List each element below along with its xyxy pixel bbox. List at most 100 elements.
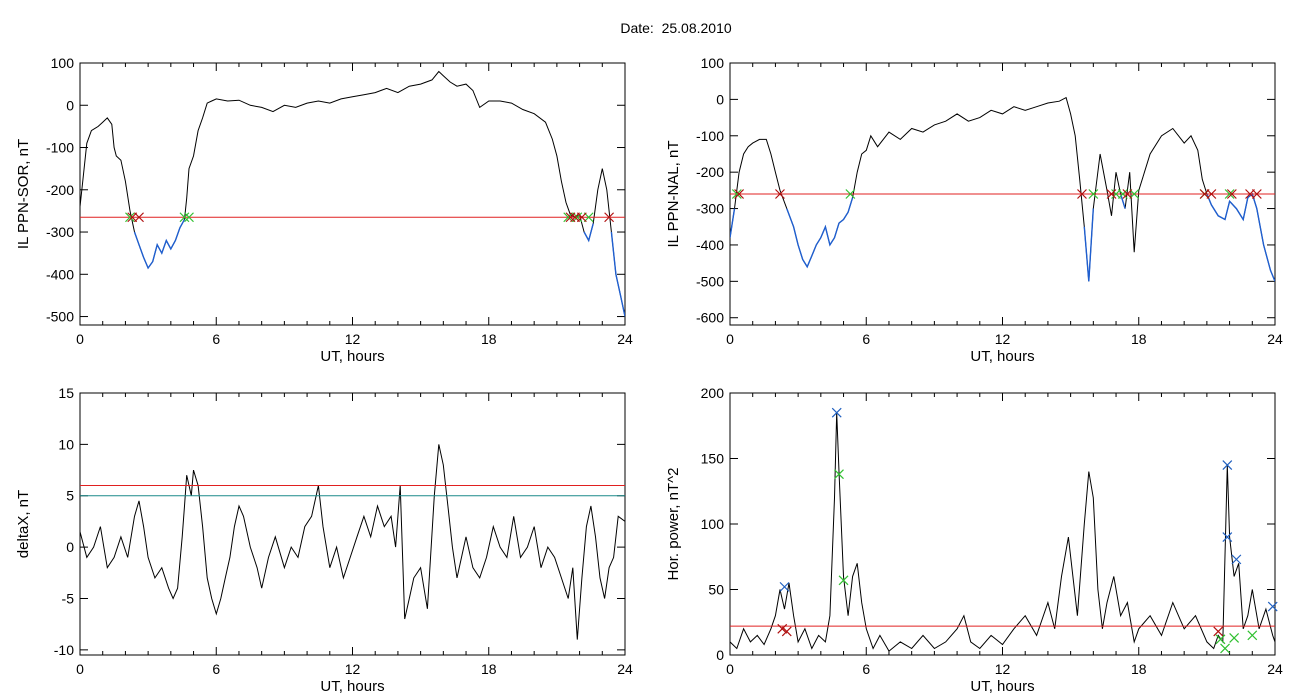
y-tick-label: 0 bbox=[66, 97, 74, 113]
x-tick-label: 6 bbox=[862, 661, 870, 677]
marker-green bbox=[125, 212, 135, 223]
x-tick-label: 24 bbox=[617, 331, 633, 347]
y-tick-label: 100 bbox=[701, 516, 725, 532]
x-tick-label: 6 bbox=[212, 331, 220, 347]
plot-frame bbox=[729, 392, 1276, 656]
chart-panel-2: 0 6 12 18 24 -10 -5 0 5 10 15 UT, hours deltaX, nT bbox=[15, 385, 633, 695]
below-threshold-segment bbox=[610, 231, 625, 317]
x-tick-label: 0 bbox=[76, 331, 84, 347]
x-tick-label: 12 bbox=[345, 331, 361, 347]
marker-blue bbox=[1267, 601, 1278, 612]
marker-red bbox=[1213, 626, 1224, 637]
marker-green bbox=[834, 469, 844, 480]
marker-red bbox=[1206, 189, 1217, 199]
below-threshold-segment bbox=[1206, 192, 1275, 282]
marker-red bbox=[775, 189, 785, 199]
marker-green bbox=[731, 189, 742, 199]
marker-red bbox=[1226, 189, 1237, 199]
y-axis-label: deltaX, nT bbox=[15, 490, 32, 558]
y-tick-label: 0 bbox=[66, 539, 74, 555]
marker-red bbox=[734, 189, 745, 199]
y-tick-label: 15 bbox=[58, 385, 74, 401]
page-title: Date: 25.08.2010 bbox=[620, 20, 732, 36]
marker-red bbox=[134, 212, 144, 223]
below-threshold-segment bbox=[1119, 193, 1126, 209]
plot-frame bbox=[79, 62, 626, 326]
marker-red bbox=[565, 212, 576, 223]
x-tick-label: 18 bbox=[1131, 661, 1147, 677]
series-line bbox=[730, 96, 1275, 282]
x-tick-label: 0 bbox=[76, 661, 84, 677]
chart-panel-0: 0 6 12 18 24 -500 -400 -300 -200 -100 0 100 UT, hour… bbox=[15, 55, 633, 365]
y-tick-label: -600 bbox=[696, 310, 724, 326]
marker-blue bbox=[831, 407, 842, 418]
x-axis-label: UT, hours bbox=[320, 678, 384, 695]
x-tick-label: 24 bbox=[1267, 331, 1283, 347]
y-tick-label: 10 bbox=[58, 436, 74, 452]
marker-red bbox=[576, 212, 587, 223]
y-tick-label: -100 bbox=[696, 128, 724, 144]
below-threshold-segment bbox=[583, 223, 594, 243]
y-tick-label: -300 bbox=[46, 224, 74, 240]
marker-green bbox=[845, 189, 856, 199]
x-tick-label: 6 bbox=[212, 661, 220, 677]
marker-green bbox=[184, 212, 194, 223]
marker-red bbox=[604, 212, 615, 223]
y-tick-label: -400 bbox=[46, 266, 74, 282]
x-axis-label: UT, hours bbox=[970, 348, 1034, 365]
series-line bbox=[80, 70, 625, 317]
below-threshold-segment bbox=[1083, 208, 1094, 282]
marker-green bbox=[179, 212, 190, 223]
y-tick-label: -200 bbox=[696, 164, 724, 180]
x-tick-label: 18 bbox=[1131, 331, 1147, 347]
y-tick-label: -500 bbox=[46, 309, 74, 325]
x-tick-label: 12 bbox=[995, 331, 1011, 347]
marker-red bbox=[1106, 189, 1117, 199]
marker-red bbox=[777, 623, 788, 634]
below-threshold-segment bbox=[730, 208, 736, 238]
y-tick-label: 0 bbox=[716, 647, 724, 663]
y-tick-label: 100 bbox=[701, 55, 725, 71]
marker-red bbox=[1251, 189, 1262, 199]
y-tick-label: -400 bbox=[696, 237, 724, 253]
x-tick-label: 6 bbox=[862, 331, 870, 347]
y-axis-label: Hor. power, nT^2 bbox=[665, 468, 682, 581]
chart-panel-1: 0 6 12 18 24 -600 -500 -400 -300 -200 -100 0 100 UT, … bbox=[665, 55, 1283, 365]
y-tick-label: -200 bbox=[46, 182, 74, 198]
y-tick-label: 200 bbox=[701, 385, 725, 401]
y-axis-label: IL PPN-SOR, nT bbox=[15, 139, 32, 249]
x-tick-label: 18 bbox=[481, 331, 497, 347]
marker-red bbox=[781, 626, 792, 637]
x-axis-label: UT, hours bbox=[970, 678, 1034, 695]
marker-blue bbox=[1222, 532, 1233, 543]
marker-red bbox=[1077, 189, 1087, 199]
chart-panel-3: 0 6 12 18 24 0 50 100 150 200 UT, hours Hor. power,… bbox=[665, 385, 1283, 695]
y-tick-label: -300 bbox=[696, 201, 724, 217]
y-tick-label: -500 bbox=[696, 273, 724, 289]
marker-green bbox=[838, 575, 849, 586]
x-tick-label: 12 bbox=[345, 661, 361, 677]
marker-blue bbox=[1222, 460, 1233, 470]
y-tick-label: 50 bbox=[708, 582, 724, 598]
below-threshold-segment bbox=[786, 197, 854, 269]
x-tick-label: 24 bbox=[1267, 661, 1283, 677]
y-tick-label: -10 bbox=[54, 642, 74, 658]
y-tick-label: -100 bbox=[46, 140, 74, 156]
marker-green bbox=[1220, 643, 1230, 654]
series-line bbox=[730, 412, 1275, 652]
x-axis-label: UT, hours bbox=[320, 348, 384, 365]
y-tick-label: 100 bbox=[51, 55, 75, 71]
marker-green bbox=[1224, 189, 1235, 199]
marker-green bbox=[1215, 634, 1226, 645]
y-tick-label: -5 bbox=[62, 590, 75, 606]
y-tick-label: 0 bbox=[716, 91, 724, 107]
y-tick-label: 150 bbox=[701, 451, 725, 467]
plot-frame bbox=[79, 392, 626, 656]
marker-green bbox=[1247, 630, 1258, 641]
marker-blue bbox=[1231, 554, 1242, 565]
marker-blue bbox=[779, 581, 790, 592]
x-tick-label: 12 bbox=[995, 661, 1011, 677]
marker-green bbox=[1088, 189, 1099, 199]
x-tick-label: 0 bbox=[726, 331, 734, 347]
